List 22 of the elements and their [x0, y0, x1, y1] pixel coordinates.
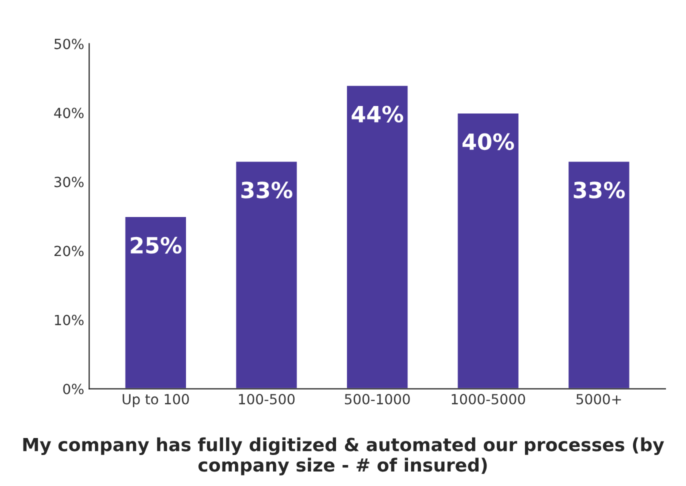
x-tick-label: 1000-5000 [452, 394, 526, 404]
x-tick-label: 500-1000 [344, 394, 410, 404]
y-tick-label: 30% [54, 176, 84, 188]
x-tick-label: 5000+ [576, 394, 621, 404]
bar [567, 160, 631, 389]
y-tick-label: 0% [63, 384, 84, 394]
bar [234, 160, 298, 389]
data-label: 25% [130, 236, 182, 254]
bar [124, 216, 188, 389]
data-label: 44% [352, 106, 404, 123]
bar [456, 112, 520, 389]
x-tick-label: Up to 100 [122, 394, 189, 408]
y-tick-label: 20% [54, 246, 84, 256]
text: My company has fully digitized & automated our processes (by company size - # of insured) [23, 437, 664, 476]
x-tick-label: 100-500 [238, 394, 295, 404]
bar [346, 84, 410, 389]
data-label: 40% [462, 133, 514, 150]
data-label: 33% [241, 182, 292, 198]
y-tick-label: 50% [54, 38, 84, 50]
data-label: 33% [574, 182, 625, 198]
y-tick-label: 40% [54, 108, 84, 118]
y-tick-label: 10% [54, 314, 84, 326]
